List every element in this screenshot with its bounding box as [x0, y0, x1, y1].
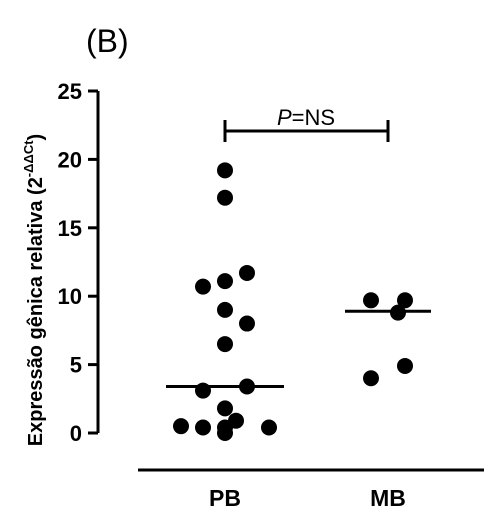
y-tick-label: 5 — [70, 353, 82, 378]
data-point-pb — [195, 419, 211, 436]
svg-text:Expressão gênica relativa (2-Δ: Expressão gênica relativa (2-ΔΔCt) — [21, 134, 47, 446]
significance-value: =NS — [292, 105, 335, 130]
data-point-pb — [173, 418, 189, 435]
y-axis-label-superscript: -ΔΔCt — [21, 140, 36, 177]
data-point-pb — [217, 400, 233, 417]
y-axis-label-suffix: ) — [25, 134, 47, 141]
data-point-pb — [217, 336, 233, 353]
median-lines — [166, 309, 431, 388]
data-point-pb — [217, 189, 233, 206]
data-point-pb — [217, 273, 233, 290]
data-point-mb — [363, 370, 379, 387]
category-label-mb: MB — [370, 485, 406, 511]
y-tick-label: 20 — [58, 147, 82, 172]
data-point-mb — [397, 357, 413, 374]
data-point-mb — [363, 292, 379, 309]
data-point-pb — [239, 315, 255, 332]
y-axis-ticks: 0 5 10 15 20 25 — [58, 79, 98, 446]
y-axis-label: Expressão gênica relativa (2 — [25, 177, 47, 446]
significance-p: P — [277, 105, 292, 130]
y-tick-label: 0 — [70, 421, 82, 446]
data-point-pb — [217, 301, 233, 318]
data-point-pb — [261, 419, 277, 436]
data-points — [173, 162, 413, 441]
y-tick-label: 25 — [58, 79, 82, 104]
x-axis-categories: PB MB — [209, 485, 406, 511]
category-label-pb: PB — [209, 485, 241, 511]
data-point-pb — [217, 425, 233, 441]
y-tick-label: 15 — [58, 216, 82, 241]
y-tick-label: 10 — [58, 284, 82, 309]
significance-label: P=NS — [277, 105, 335, 130]
data-point-pb — [239, 264, 255, 281]
y-axis-title: Expressão gênica relativa (2-ΔΔCt) — [21, 134, 47, 446]
significance-bracket: P=NS — [223, 105, 390, 142]
data-point-mb — [397, 292, 413, 309]
panel-label: (B) — [86, 23, 129, 59]
data-point-pb — [195, 278, 211, 295]
data-point-pb — [217, 162, 233, 179]
